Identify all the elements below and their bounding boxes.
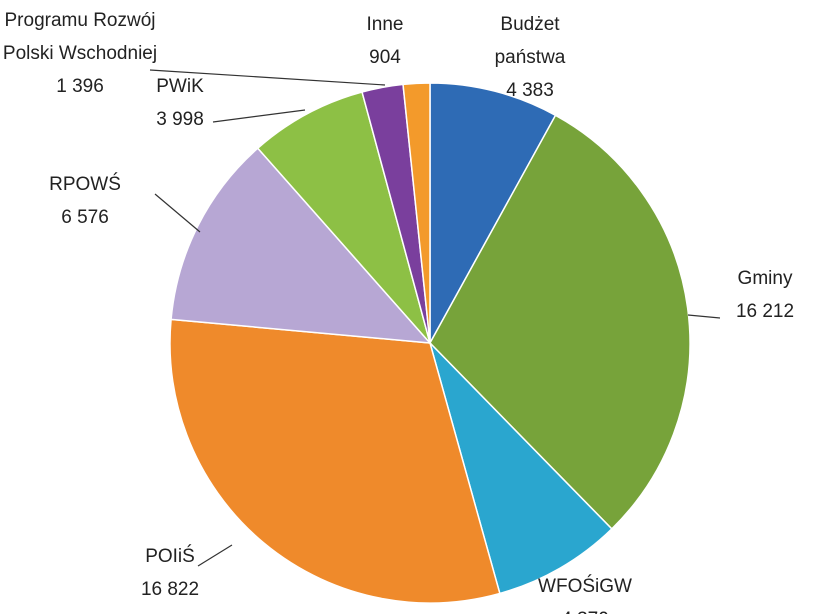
pie-slice	[429, 82, 557, 344]
pie-slice	[170, 147, 432, 344]
pie-slice	[169, 318, 501, 604]
data-label: RPOWŚ 6 576	[20, 168, 150, 234]
category-label: Programu Rozwój Polski Wschodniej	[2, 10, 158, 64]
category-label: Gminy	[737, 268, 793, 289]
data-label: Budżet państwa 4 383	[465, 8, 595, 107]
category-label: Inne	[366, 14, 404, 35]
value-label: 4 370	[520, 603, 650, 614]
category-label: RPOWŚ	[49, 174, 121, 195]
category-label: WFOŚiGW	[538, 576, 632, 597]
value-label: 6 576	[61, 207, 109, 228]
leader-line	[149, 69, 386, 86]
pie-slice	[402, 82, 431, 344]
leader-line	[687, 314, 721, 319]
pie-slice	[429, 114, 691, 530]
leader-line	[212, 109, 306, 123]
value-label: 3 998	[156, 109, 204, 130]
value-label: 904	[369, 47, 401, 68]
category-label: POIiŚ	[145, 546, 195, 567]
value-label: 16 212	[735, 301, 795, 322]
data-label: Gminy 16 212	[715, 262, 814, 328]
category-label: Budżet państwa	[494, 14, 566, 68]
value-label: 4 383	[506, 80, 554, 101]
pie-slice	[429, 342, 613, 595]
data-label: PWiK 3 998	[135, 70, 225, 136]
category-label: PWiK	[156, 76, 204, 97]
data-label: POIiŚ 16 822	[105, 540, 235, 606]
data-label: Programu Rozwój Polski Wschodniej 1 396	[0, 4, 160, 103]
value-label: 1 396	[56, 76, 104, 97]
data-label: WFOŚiGW 4 370	[520, 570, 650, 614]
pie-slice	[256, 91, 431, 344]
leader-line	[197, 544, 233, 567]
value-label: 16 822	[140, 579, 200, 600]
data-label: Inne 904	[340, 8, 430, 74]
leader-line	[154, 193, 201, 233]
